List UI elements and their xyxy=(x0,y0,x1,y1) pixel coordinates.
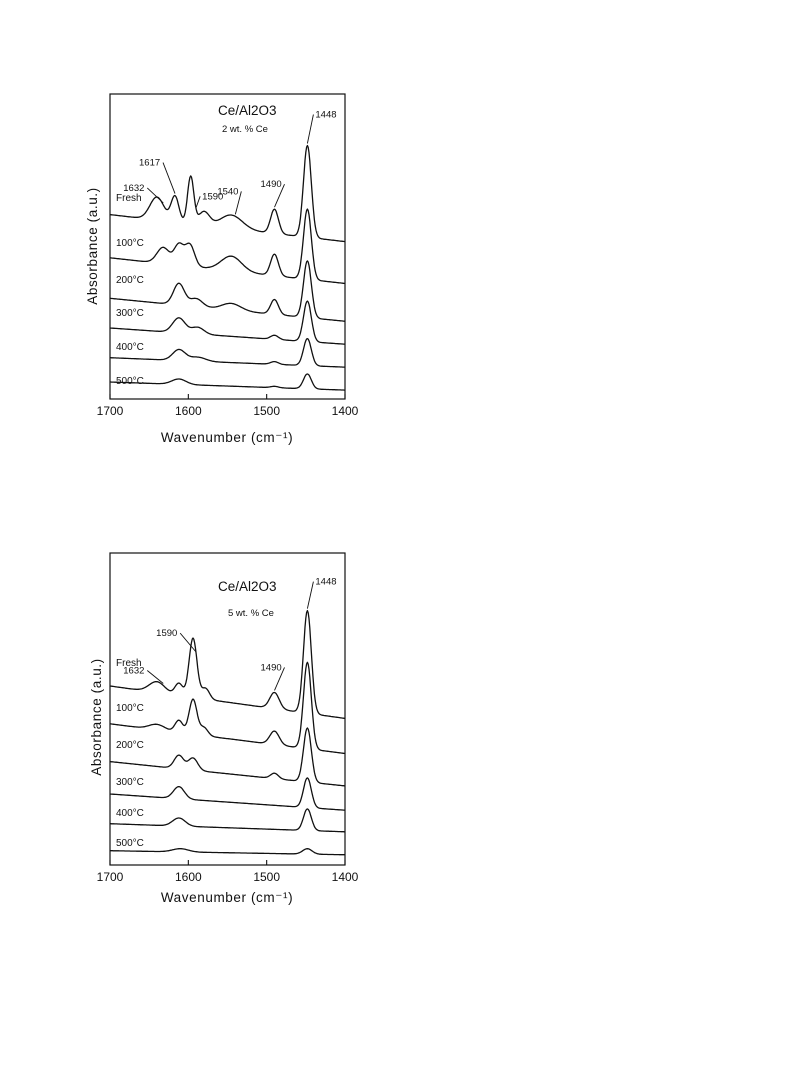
peak-label: 1448 xyxy=(315,577,336,588)
series-line-1 xyxy=(109,208,346,285)
series-label: 100°C xyxy=(116,238,144,249)
series-line-3 xyxy=(109,300,346,345)
chart-marks: 1700 1600 1500 1400 Fresh 100°C 200°C 300°C 400°… xyxy=(97,109,359,418)
chart-svg: 1700 1600 1500 1400 Fresh 100°C 200°C 300°C 400°… xyxy=(89,552,359,905)
x-axis-title: Wavenumber (cm⁻¹) xyxy=(161,890,293,905)
series-label: 500°C xyxy=(116,838,144,849)
series-line-3 xyxy=(109,777,346,811)
plot-frame xyxy=(109,552,346,866)
series-line-5 xyxy=(110,373,345,391)
chart-subtitle: 5 wt. % Ce xyxy=(228,608,274,619)
series-line-4 xyxy=(110,808,345,833)
spectrum-chart-2wt: 1700 1600 1500 1400 Fresh 100°C 200°C 300°C 400°… xyxy=(80,80,370,450)
plot-frame xyxy=(109,93,346,400)
peak-label: 1448 xyxy=(315,109,336,120)
series-label: 400°C xyxy=(116,808,144,819)
x-tick-label: 1400 xyxy=(332,404,359,418)
peak-label: 1590 xyxy=(202,191,223,202)
series-label: 300°C xyxy=(116,777,144,788)
peak-leader xyxy=(146,670,164,684)
series-line-2 xyxy=(109,727,346,787)
y-axis-title: Absorbance (a.u.) xyxy=(85,187,100,305)
peak-leader xyxy=(306,114,314,144)
x-tick-label: 1700 xyxy=(97,404,124,418)
chart-marks: 1700 1600 1500 1400 Fresh 100°C 200°C 300°C 400°… xyxy=(97,577,359,884)
series-line-2 xyxy=(109,260,346,322)
series-label: Fresh xyxy=(116,658,142,669)
peak-label: 1590 xyxy=(156,628,177,639)
x-tick-label: 1700 xyxy=(97,870,124,884)
peak-label: 1617 xyxy=(139,158,160,169)
series-line-4 xyxy=(110,337,345,368)
series-label: 100°C xyxy=(116,703,144,714)
series-label: 200°C xyxy=(116,740,144,751)
series-label: 300°C xyxy=(116,308,144,319)
chart-title: Ce/Al2O3 xyxy=(218,103,277,118)
series-line-0 xyxy=(109,609,346,720)
series-line-1 xyxy=(109,661,346,755)
x-axis-title: Wavenumber (cm⁻¹) xyxy=(161,430,293,445)
peak-leader xyxy=(195,196,201,208)
y-axis-title: Absorbance (a.u.) xyxy=(89,658,104,776)
series-line-5 xyxy=(110,848,345,856)
chart-svg: 1700 1600 1500 1400 Fresh 100°C 200°C 300°C 400°… xyxy=(85,93,359,445)
peak-leader xyxy=(274,184,285,208)
peak-label: 1540 xyxy=(217,186,238,197)
peak-label: 1490 xyxy=(261,662,282,673)
x-tick-label: 1600 xyxy=(175,870,202,884)
x-tick-label: 1500 xyxy=(253,404,280,418)
series-label: 500°C xyxy=(116,376,144,387)
peak-label: 1632 xyxy=(123,665,144,676)
series-label: 200°C xyxy=(116,275,144,286)
peak-leader xyxy=(146,187,164,204)
peak-leader xyxy=(179,632,197,653)
peak-label: 1632 xyxy=(123,183,144,194)
x-tick-label: 1600 xyxy=(175,404,202,418)
peak-leader xyxy=(234,191,242,215)
series-label: 400°C xyxy=(116,342,144,353)
series-line-0 xyxy=(109,144,346,243)
chart-title: Ce/Al2O3 xyxy=(218,579,277,594)
peak-leader xyxy=(306,581,314,609)
peak-label: 1490 xyxy=(261,179,282,190)
chart-subtitle: 2 wt. % Ce xyxy=(222,124,268,135)
x-tick-label: 1500 xyxy=(253,870,280,884)
peak-leader xyxy=(162,162,176,194)
peak-leader xyxy=(274,667,285,691)
x-tick-label: 1400 xyxy=(332,870,359,884)
spectrum-chart-5wt: 1700 1600 1500 1400 Fresh 100°C 200°C 300°C 400°… xyxy=(80,545,370,915)
series-label: Fresh xyxy=(116,193,142,204)
